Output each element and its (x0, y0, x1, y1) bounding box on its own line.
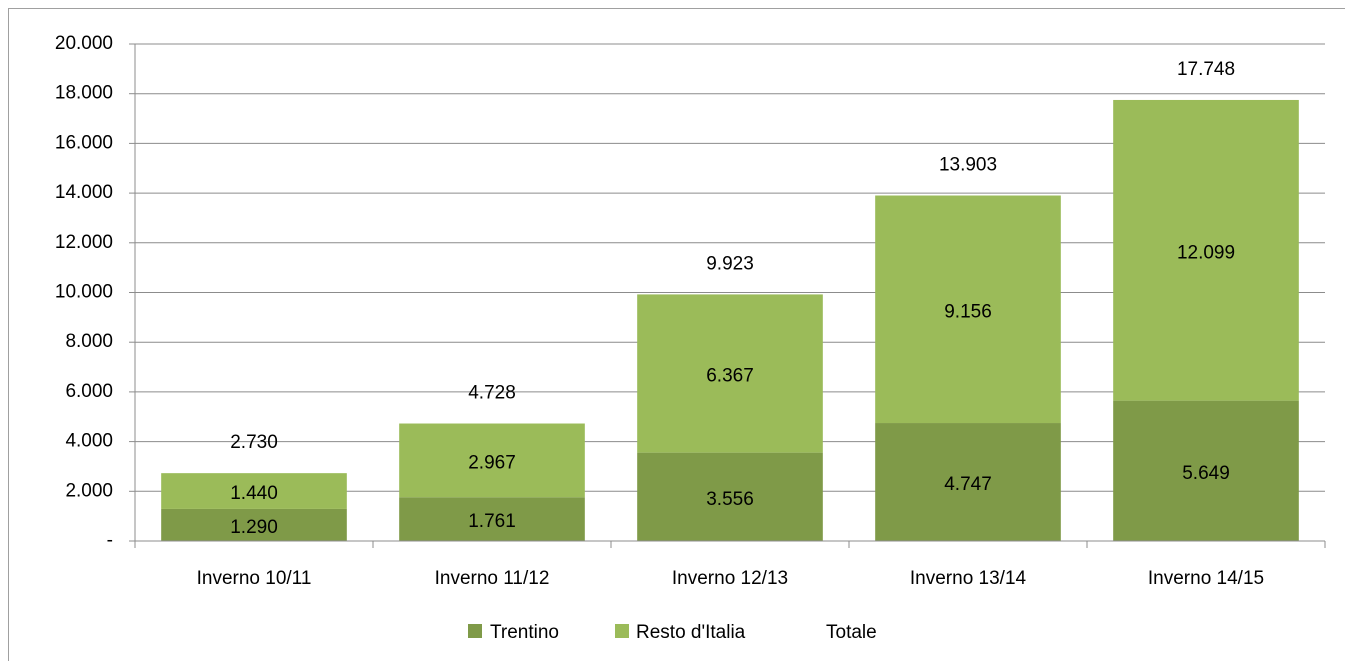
y-tick-label: - (107, 530, 113, 551)
legend-label: Trentino (490, 622, 559, 643)
x-tick-label: Inverno 11/12 (435, 568, 550, 589)
y-tick-label: 12.000 (55, 232, 113, 253)
bar-segment (161, 473, 347, 509)
bar-segment (399, 497, 585, 541)
bar-segment (1113, 99, 1299, 401)
data-label: 12.099 (1177, 242, 1235, 263)
data-label: 1.290 (230, 517, 278, 538)
x-tick-label: Inverno 14/15 (1148, 568, 1264, 589)
x-tick-label: Inverno 13/14 (910, 568, 1027, 589)
x-tick-label: Inverno 12/13 (672, 568, 788, 589)
y-tick-label: 14.000 (55, 182, 113, 203)
y-tick-label: 8.000 (65, 331, 113, 352)
total-label: 17.748 (1177, 59, 1235, 80)
data-label: 4.747 (944, 474, 992, 495)
legend-swatch (468, 624, 482, 638)
data-label: 6.367 (706, 366, 754, 387)
y-tick-label: 6.000 (65, 381, 113, 402)
bar-segment (161, 508, 347, 541)
bar-segment (637, 452, 823, 541)
y-tick-label: 18.000 (55, 83, 113, 104)
y-tick-label: 2.000 (65, 480, 113, 501)
y-tick-label: 16.000 (55, 132, 113, 153)
x-tick-label: Inverno 10/11 (197, 568, 312, 589)
data-label: 3.556 (706, 489, 754, 510)
legend-label: Totale (826, 622, 877, 643)
chart-frame (8, 8, 1345, 661)
data-label: 2.967 (468, 452, 516, 473)
data-label: 5.649 (1182, 463, 1230, 484)
bar-segment (399, 423, 585, 498)
total-label: 13.903 (939, 155, 997, 176)
total-label: 2.730 (230, 432, 278, 453)
y-tick-label: 10.000 (55, 282, 113, 303)
total-label: 9.923 (706, 253, 754, 274)
bar-segment (1113, 400, 1299, 541)
total-label: 4.728 (468, 383, 516, 404)
legend-label: Resto d'Italia (636, 622, 746, 643)
legend-swatch (615, 624, 629, 638)
bar-segment (875, 423, 1061, 541)
data-label: 1.761 (468, 511, 516, 532)
y-tick-label: 20.000 (55, 33, 113, 54)
data-label: 9.156 (944, 301, 992, 322)
data-label: 1.440 (230, 483, 278, 504)
bar-segment (637, 294, 823, 453)
y-tick-label: 4.000 (65, 431, 113, 452)
bar-segment (875, 195, 1061, 424)
